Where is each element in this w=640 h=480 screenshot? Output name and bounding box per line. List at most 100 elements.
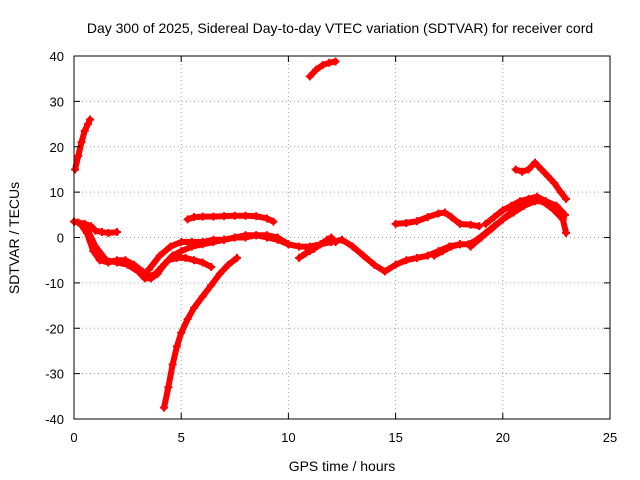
- data-point: [331, 238, 340, 247]
- data-point: [284, 240, 293, 249]
- data-point: [71, 165, 80, 174]
- data-point: [207, 262, 216, 271]
- data-point: [230, 211, 239, 220]
- y-tick-label: -10: [45, 276, 64, 291]
- data-point: [83, 120, 92, 129]
- data-point: [269, 217, 278, 226]
- data-point: [86, 115, 95, 124]
- data-point: [543, 172, 552, 181]
- series-arc-7: [184, 212, 277, 225]
- data-point: [198, 258, 207, 267]
- y-tick-label: 10: [50, 185, 64, 200]
- data-point: [541, 197, 550, 206]
- data-point: [198, 212, 207, 221]
- data-point: [556, 188, 565, 197]
- data-point: [391, 260, 400, 269]
- data-point: [301, 249, 310, 258]
- data-point: [511, 165, 520, 174]
- y-axis-label: SDTVAR / TECUs: [6, 182, 22, 294]
- data-point: [168, 360, 177, 369]
- data-point: [524, 194, 533, 203]
- data-point: [413, 217, 422, 226]
- data-point: [370, 260, 379, 269]
- data-point: [224, 260, 233, 269]
- data-point: [475, 222, 484, 231]
- data-point: [183, 215, 192, 224]
- data-point: [155, 251, 164, 260]
- x-tick-label: 10: [281, 430, 295, 445]
- data-point: [112, 258, 121, 267]
- data-point: [440, 208, 449, 217]
- data-point: [447, 242, 456, 251]
- data-point: [232, 253, 241, 262]
- data-point: [198, 292, 207, 301]
- data-point: [305, 247, 314, 256]
- x-tick-label: 25: [603, 430, 617, 445]
- data-point: [466, 242, 475, 251]
- data-point: [80, 126, 89, 135]
- data-point: [262, 214, 271, 223]
- chart-title: Day 300 of 2025, Sidereal Day-to-day VTE…: [87, 20, 593, 36]
- data-point: [550, 179, 559, 188]
- y-tick-label: 20: [50, 140, 64, 155]
- data-point: [187, 238, 196, 247]
- data-point: [181, 253, 190, 262]
- data-point: [524, 165, 533, 174]
- data-point: [123, 260, 132, 269]
- data-point: [331, 57, 340, 66]
- data-point: [455, 240, 464, 249]
- y-tick-label: 0: [57, 231, 64, 246]
- data-point: [488, 224, 497, 233]
- data-point: [252, 231, 261, 240]
- y-tick-label: 30: [50, 94, 64, 109]
- data-point: [91, 226, 100, 235]
- data-point: [215, 269, 224, 278]
- data-point: [160, 403, 169, 412]
- data-point: [466, 220, 475, 229]
- data-point: [112, 228, 121, 237]
- data-point: [104, 228, 113, 237]
- data-point: [134, 267, 143, 276]
- data-point: [295, 242, 304, 251]
- data-point: [507, 201, 516, 210]
- data-point: [423, 213, 432, 222]
- data-point: [322, 235, 331, 244]
- y-tick-label: -30: [45, 367, 64, 382]
- data-point: [177, 328, 186, 337]
- y-tick-label: -40: [45, 412, 64, 427]
- data-point: [316, 240, 325, 249]
- data-point: [359, 251, 368, 260]
- x-axis-label: GPS time / hours: [289, 458, 396, 474]
- data-point: [562, 228, 571, 237]
- data-point: [558, 213, 567, 222]
- data-point: [209, 235, 218, 244]
- data-point: [177, 247, 186, 256]
- data-point: [230, 233, 239, 242]
- series-arc-6: [161, 254, 240, 411]
- data-point: [380, 267, 389, 276]
- x-tick-label: 20: [496, 430, 510, 445]
- data-point: [295, 253, 304, 262]
- x-tick-label: 0: [70, 430, 77, 445]
- data-point: [402, 256, 411, 265]
- data-point: [241, 233, 250, 242]
- data-point: [168, 251, 177, 260]
- data-point: [402, 218, 411, 227]
- data-point: [177, 238, 186, 247]
- data-point: [518, 167, 527, 176]
- data-point: [550, 204, 559, 213]
- data-point: [447, 213, 456, 222]
- data-point: [76, 219, 85, 228]
- data-point: [338, 235, 346, 244]
- data-point: [198, 238, 207, 247]
- data-point: [490, 213, 499, 222]
- data-point: [262, 233, 271, 242]
- data-point: [74, 151, 83, 160]
- data-point: [562, 194, 571, 203]
- data-point: [164, 383, 173, 392]
- data-point: [515, 197, 524, 206]
- data-point: [310, 244, 319, 253]
- x-tick-label: 15: [388, 430, 402, 445]
- data-point: [147, 274, 156, 283]
